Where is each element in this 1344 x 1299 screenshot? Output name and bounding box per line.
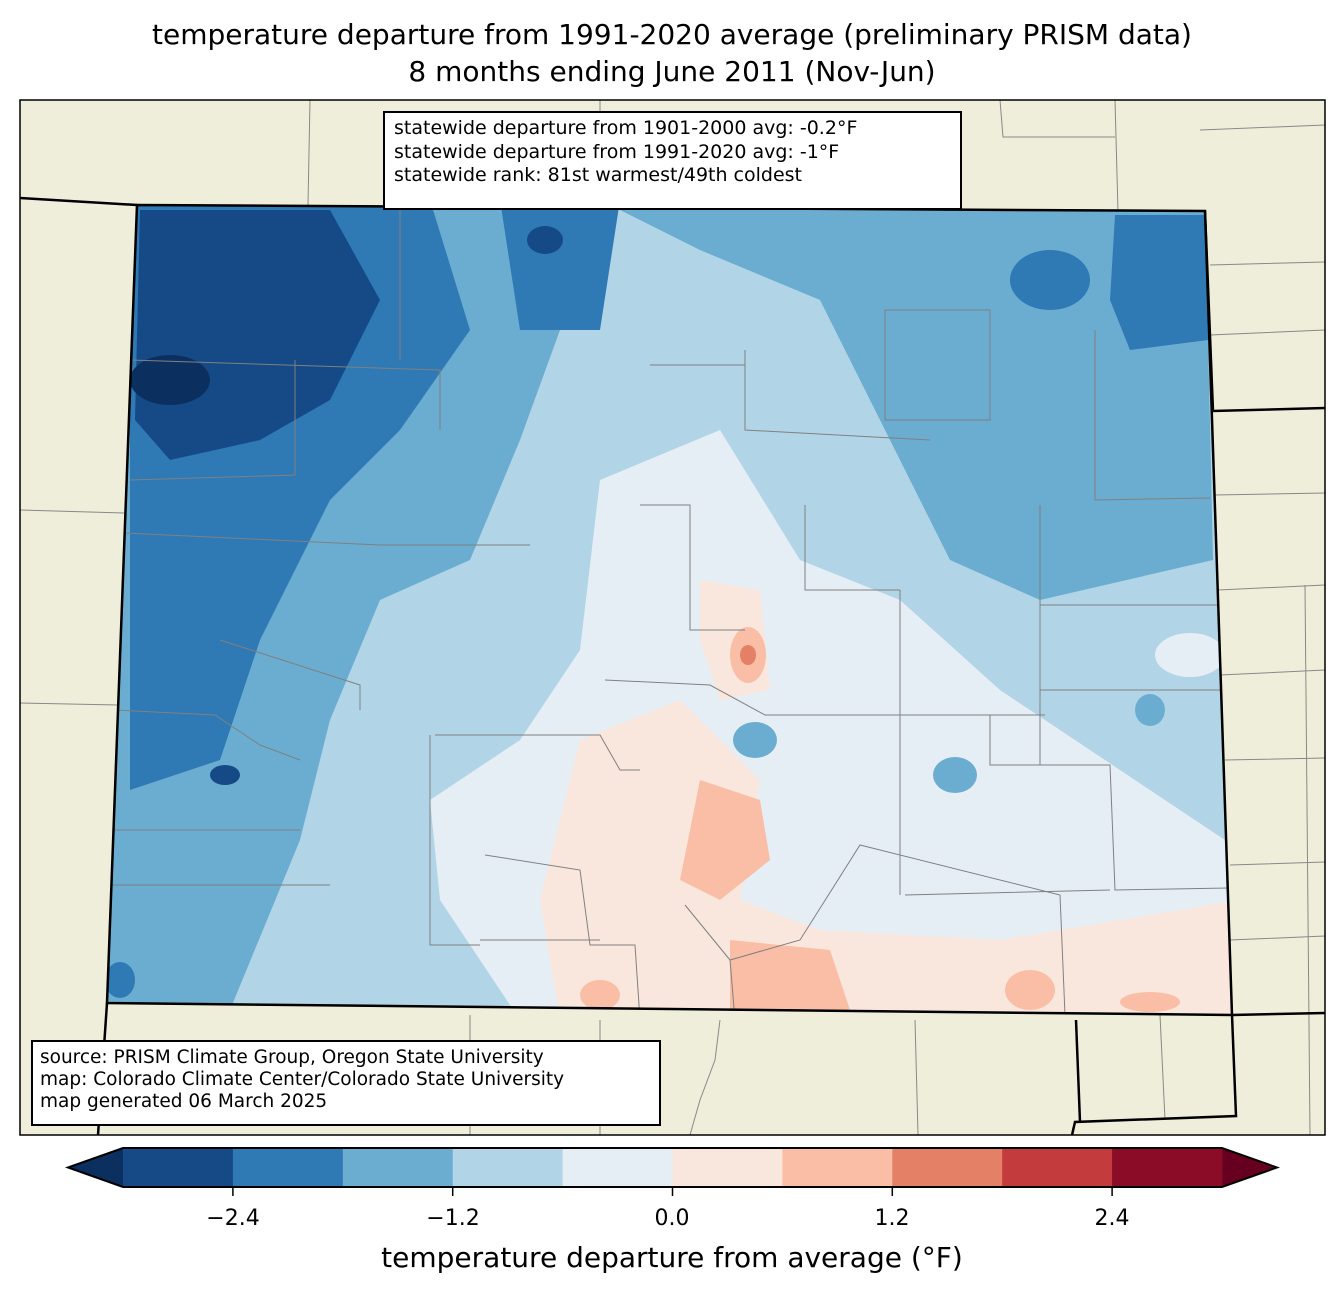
map-credit-line: map: Colorado Climate Center/Colorado St… — [40, 1069, 565, 1090]
colorbar-tick-label: −2.4 — [206, 1206, 260, 1231]
colorbar-segment — [892, 1148, 1003, 1187]
colorbar-segment — [452, 1148, 564, 1187]
stat-departure-1901-2000: statewide departure from 1901-2000 avg: … — [394, 117, 858, 139]
county-lines — [110, 210, 1231, 1015]
colorbar-segment — [123, 1148, 234, 1187]
temperature-departure-field — [107, 205, 1232, 1015]
colorbar-segment — [782, 1148, 893, 1187]
colorbar-segment — [1112, 1148, 1223, 1187]
colorbar-extend-low — [68, 1148, 123, 1187]
colorbar-segment — [562, 1148, 673, 1187]
source-line: source: PRISM Climate Group, Oregon Stat… — [40, 1047, 544, 1068]
stat-departure-1991-2020: statewide departure from 1991-2020 avg: … — [394, 140, 840, 163]
colorbar-outline — [65, 1147, 1280, 1188]
source-box: source: PRISM Climate Group, Oregon Stat… — [31, 1040, 661, 1126]
statewide-stats-box: statewide departure from 1901-2000 avg: … — [383, 111, 962, 210]
stat-rank: statewide rank: 81st warmest/49th coldes… — [394, 164, 803, 186]
colorbar-tick-label: 1.2 — [874, 1206, 910, 1231]
colorbar-segment — [232, 1148, 344, 1187]
neighbor-county-lines — [19, 99, 1326, 1136]
colorbar-tick-label: 0.0 — [654, 1206, 690, 1231]
colorbar-tick-label: 2.4 — [1094, 1206, 1130, 1231]
colorbar-segment — [672, 1148, 783, 1187]
map-subtitle: 8 months ending June 2011 (Nov-Jun) — [408, 55, 936, 88]
map-title: temperature departure from 1991-2020 ave… — [152, 18, 1192, 51]
colorbar — [65, 1147, 1280, 1196]
colorbar-extend-high — [1222, 1148, 1277, 1187]
map-frame — [19, 99, 1326, 1136]
map-generated-line: map generated 06 March 2025 — [40, 1091, 328, 1112]
colorbar-segment — [1002, 1148, 1113, 1187]
colorbar-tick-label: −1.2 — [426, 1206, 480, 1231]
colorbar-segment — [342, 1148, 454, 1187]
colorbar-label: temperature departure from average (°F) — [381, 1241, 963, 1274]
